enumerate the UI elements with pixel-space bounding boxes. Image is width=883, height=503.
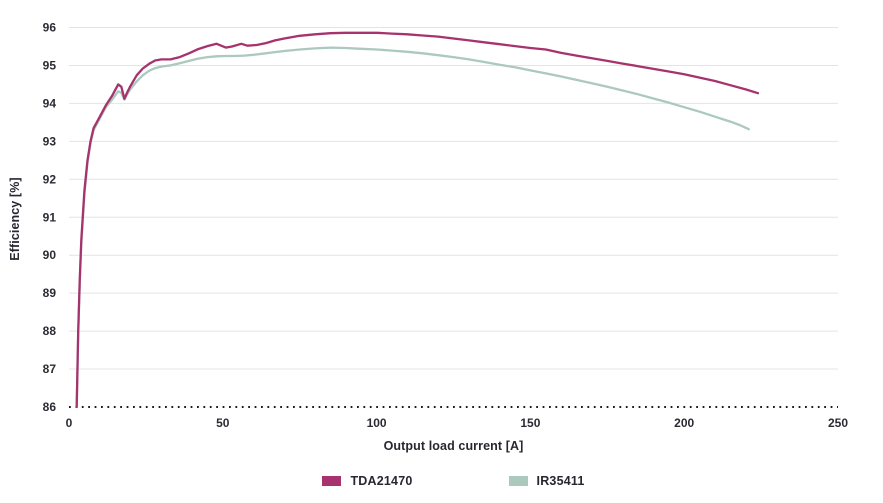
y-tick-label: 95 [43, 58, 57, 72]
series-lines [75, 31, 760, 409]
x-tick-label: 50 [216, 416, 230, 430]
legend-label-tda21470: TDA21470 [350, 474, 413, 488]
y-tick-label: 93 [43, 134, 57, 148]
x-tick-label: 0 [66, 416, 73, 430]
legend-label-ir35411: IR35411 [536, 474, 585, 488]
x-axis-tick-labels: 0 50 100 150 200 250 [66, 416, 849, 430]
y-tick-label: 96 [43, 21, 57, 35]
series-line-ir35411 [75, 46, 750, 409]
y-tick-label: 88 [43, 324, 57, 338]
y-tick-label: 89 [43, 286, 57, 300]
y-tick-label: 86 [43, 400, 57, 414]
x-tick-label: 200 [674, 416, 694, 430]
gridlines [69, 27, 838, 370]
legend-item-tda21470: TDA21470 [322, 474, 412, 488]
legend-item-ir35411: IR35411 [508, 474, 585, 488]
series-line-tda21470 [75, 31, 760, 409]
y-axis-title: Efficiency [%] [8, 177, 22, 261]
legend-swatch-ir35411 [508, 476, 528, 486]
y-tick-label: 91 [43, 210, 57, 224]
y-tick-label: 94 [43, 96, 57, 110]
x-tick-label: 100 [367, 416, 387, 430]
legend-swatch-tda21470 [322, 476, 342, 486]
y-tick-label: 92 [43, 172, 57, 186]
x-axis-title: Output load current [A] [383, 439, 524, 453]
y-axis-tick-labels: 86 87 88 89 90 91 92 93 94 95 96 [43, 21, 57, 415]
x-tick-label: 250 [828, 416, 848, 430]
y-tick-label: 87 [43, 362, 57, 376]
y-tick-label: 90 [43, 248, 57, 262]
x-tick-label: 150 [520, 416, 540, 430]
legend: TDA21470 IR35411 [69, 474, 838, 488]
